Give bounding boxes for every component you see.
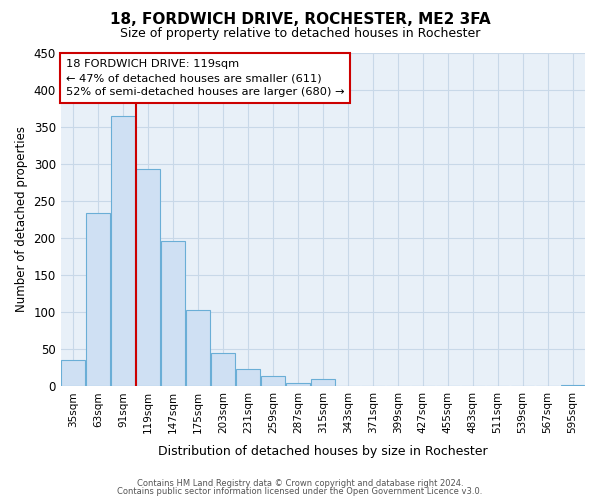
Bar (186, 310, 210, 386)
Text: Contains public sector information licensed under the Open Government Licence v3: Contains public sector information licen… (118, 487, 482, 496)
Bar (136, 169, 160, 386)
Bar (286, 384, 310, 386)
Y-axis label: Number of detached properties: Number of detached properties (15, 126, 28, 312)
X-axis label: Distribution of detached houses by size in Rochester: Distribution of detached houses by size … (158, 444, 488, 458)
Bar (236, 370, 260, 386)
Text: Contains HM Land Registry data © Crown copyright and database right 2024.: Contains HM Land Registry data © Crown c… (137, 478, 463, 488)
Bar (86, 213, 110, 386)
Bar (311, 379, 335, 386)
Bar (211, 353, 235, 386)
Text: 18 FORDWICH DRIVE: 119sqm
← 47% of detached houses are smaller (611)
52% of semi: 18 FORDWICH DRIVE: 119sqm ← 47% of detac… (66, 59, 344, 97)
Bar (161, 241, 185, 386)
Bar (261, 376, 285, 386)
Bar (560, 385, 584, 386)
Text: Size of property relative to detached houses in Rochester: Size of property relative to detached ho… (120, 28, 480, 40)
Bar (61, 360, 85, 386)
Text: 18, FORDWICH DRIVE, ROCHESTER, ME2 3FA: 18, FORDWICH DRIVE, ROCHESTER, ME2 3FA (110, 12, 490, 28)
Bar (111, 116, 135, 386)
